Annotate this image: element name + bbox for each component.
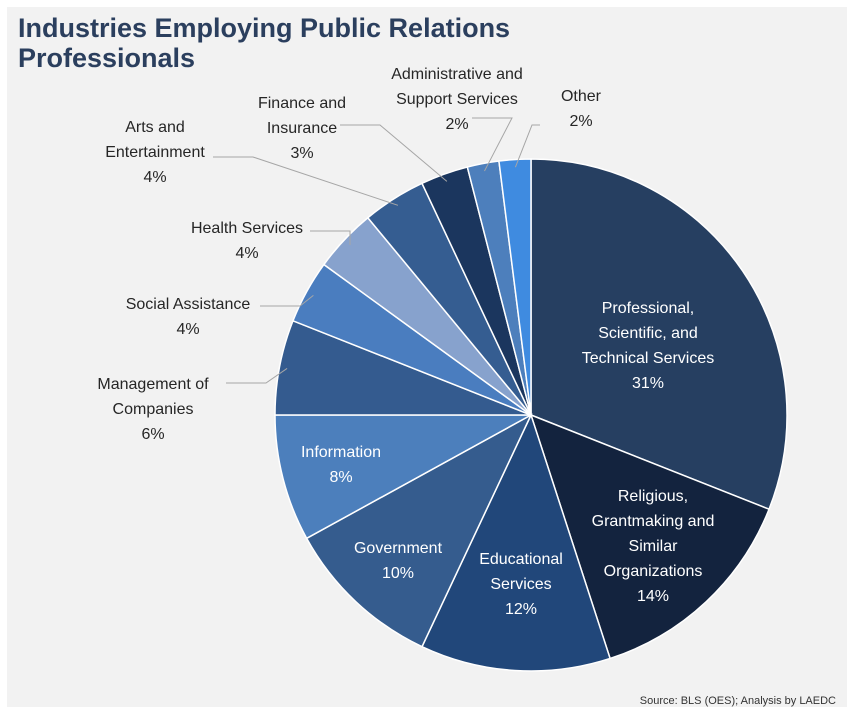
slice-name-line: Government (354, 540, 443, 557)
slice-name-line: Grantmaking and (592, 513, 715, 530)
slice-name-line: Entertainment (105, 144, 205, 161)
slice-name-line: Services (490, 576, 551, 593)
slice-name-line: Support Services (396, 91, 518, 108)
slice-name-line: Management of (97, 376, 209, 393)
slice-percent: 4% (235, 245, 258, 262)
slice-label: Professional, Scientific, and Technical Se… (582, 300, 715, 392)
slice-label: Government 10% (354, 540, 443, 582)
slice-label: Other 2% (561, 88, 602, 130)
slice-label: Health Services 4% (191, 220, 303, 262)
slice-percent: 2% (569, 113, 592, 130)
slice-name-line: Administrative and (391, 66, 523, 83)
slice-percent: 2% (445, 116, 468, 133)
pie-slice (530, 158, 788, 511)
pie-slice (305, 413, 533, 648)
slice-percent: 14% (637, 588, 669, 605)
slice-name-line: Information (301, 444, 381, 461)
slice-name-line: Professional, (602, 300, 695, 317)
leader-line (260, 294, 314, 307)
slice-label: Management of Companies 6% (97, 376, 209, 443)
leader-line (472, 117, 513, 172)
leader-line (514, 124, 540, 168)
leader-line (310, 230, 351, 246)
slice-label: Information 8% (301, 444, 381, 486)
pie-slices (274, 158, 788, 672)
slice-name-line: Social Assistance (126, 296, 251, 313)
slice-labels: Professional, Scientific, and Technical Se… (97, 66, 714, 618)
slice-percent: 12% (505, 601, 537, 618)
slice-name-line: Scientific, and (598, 325, 698, 342)
slice-name-line: Insurance (267, 120, 337, 137)
pie-slice (421, 412, 612, 672)
slice-percent: 10% (382, 565, 414, 582)
slice-percent: 4% (143, 169, 166, 186)
slice-percent: 4% (176, 321, 199, 338)
leader-line (226, 368, 288, 384)
slice-name-line: Technical Services (582, 350, 715, 367)
pie-slice (274, 414, 532, 540)
slice-label: Religious, Grantmaking and Similar Organiza… (592, 488, 715, 605)
slice-percent: 6% (141, 426, 164, 443)
slice-name-line: Health Services (191, 220, 303, 237)
leader-line (340, 124, 448, 182)
slice-percent: 31% (632, 375, 664, 392)
slice-name-line: Organizations (604, 563, 703, 580)
slice-label: Administrative and Support Services 2% (391, 66, 523, 133)
leader-lines (213, 117, 540, 384)
slice-name-line: Other (561, 88, 602, 105)
slice-name-line: Educational (479, 551, 563, 568)
slice-percent: 8% (329, 469, 352, 486)
leader-line (213, 156, 399, 206)
slice-name-line: Similar (629, 538, 679, 555)
source-note: Source: BLS (OES); Analysis by LAEDC (639, 695, 836, 707)
slice-label: Arts and Entertainment 4% (105, 119, 205, 186)
slice-name-line: Arts and (125, 119, 185, 136)
slice-label: Social Assistance 4% (126, 296, 251, 338)
slice-name-line: Companies (113, 401, 194, 418)
slice-label: Finance and Insurance 3% (258, 95, 346, 162)
slice-name-line: Finance and (258, 95, 346, 112)
slice-label: Educational Services 12% (479, 551, 563, 618)
slice-percent: 3% (290, 145, 313, 162)
slice-name-line: Religious, (618, 488, 688, 505)
pie-slice (498, 158, 532, 416)
chart-title: Industries Employing Public Relations Pr… (18, 13, 511, 73)
